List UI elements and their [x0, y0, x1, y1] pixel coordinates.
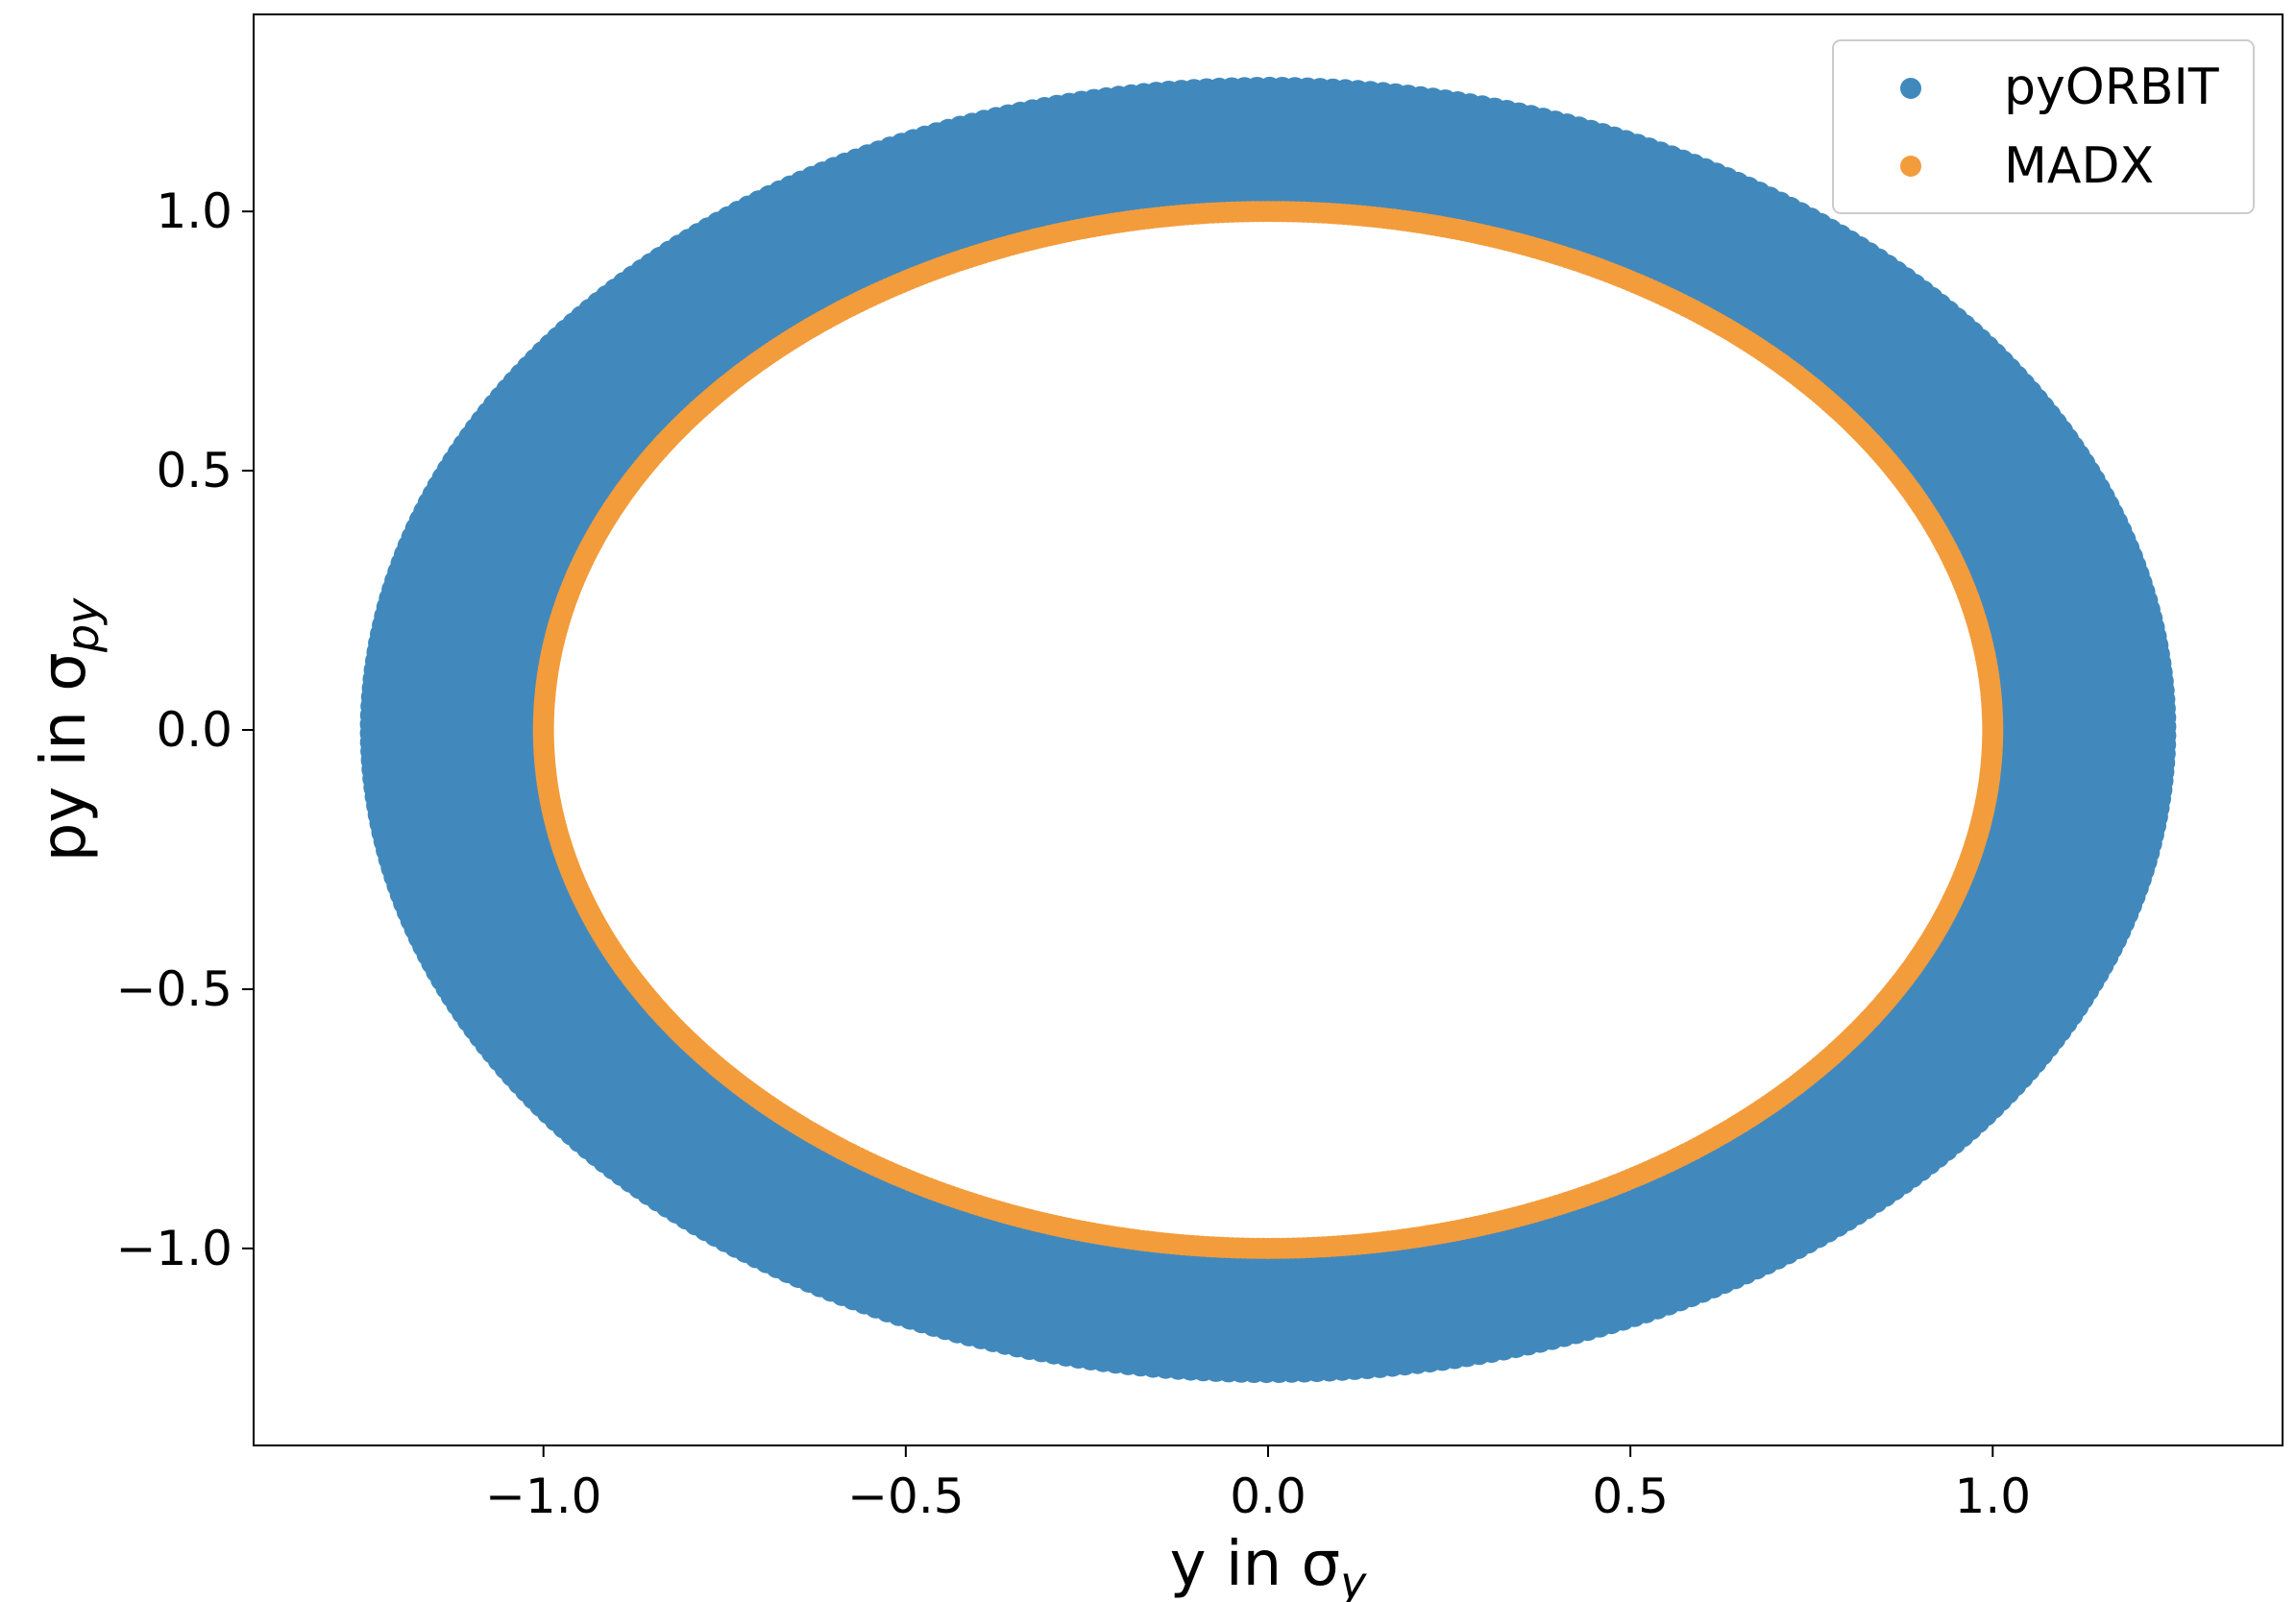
x-tick-label: 0.5	[1592, 1468, 1669, 1524]
legend-marker-madx	[1900, 156, 1921, 177]
data-point-pyorbit	[373, 829, 397, 853]
legend-marker-pyorbit	[1900, 78, 1921, 99]
y-tick-label: −1.0	[116, 1221, 232, 1276]
legend-label-pyorbit: pyORBIT	[2004, 59, 2219, 116]
y-tick-label: 1.0	[156, 183, 232, 239]
data-point-madx	[1982, 722, 2004, 744]
y-tick-label: 0.0	[156, 702, 232, 758]
x-tick-label: −1.0	[485, 1468, 601, 1524]
y-tick-label: −0.5	[116, 961, 232, 1017]
y-tick-label: 0.5	[156, 443, 232, 498]
x-axis-label: y in σy	[1170, 1529, 1367, 1602]
x-tick-label: −0.5	[847, 1468, 964, 1524]
legend: pyORBIT MADX	[1832, 39, 2255, 214]
x-tick-label: 1.0	[1955, 1468, 2032, 1524]
legend-label-madx: MADX	[2004, 137, 2154, 195]
x-tick-label: 0.0	[1230, 1468, 1307, 1524]
